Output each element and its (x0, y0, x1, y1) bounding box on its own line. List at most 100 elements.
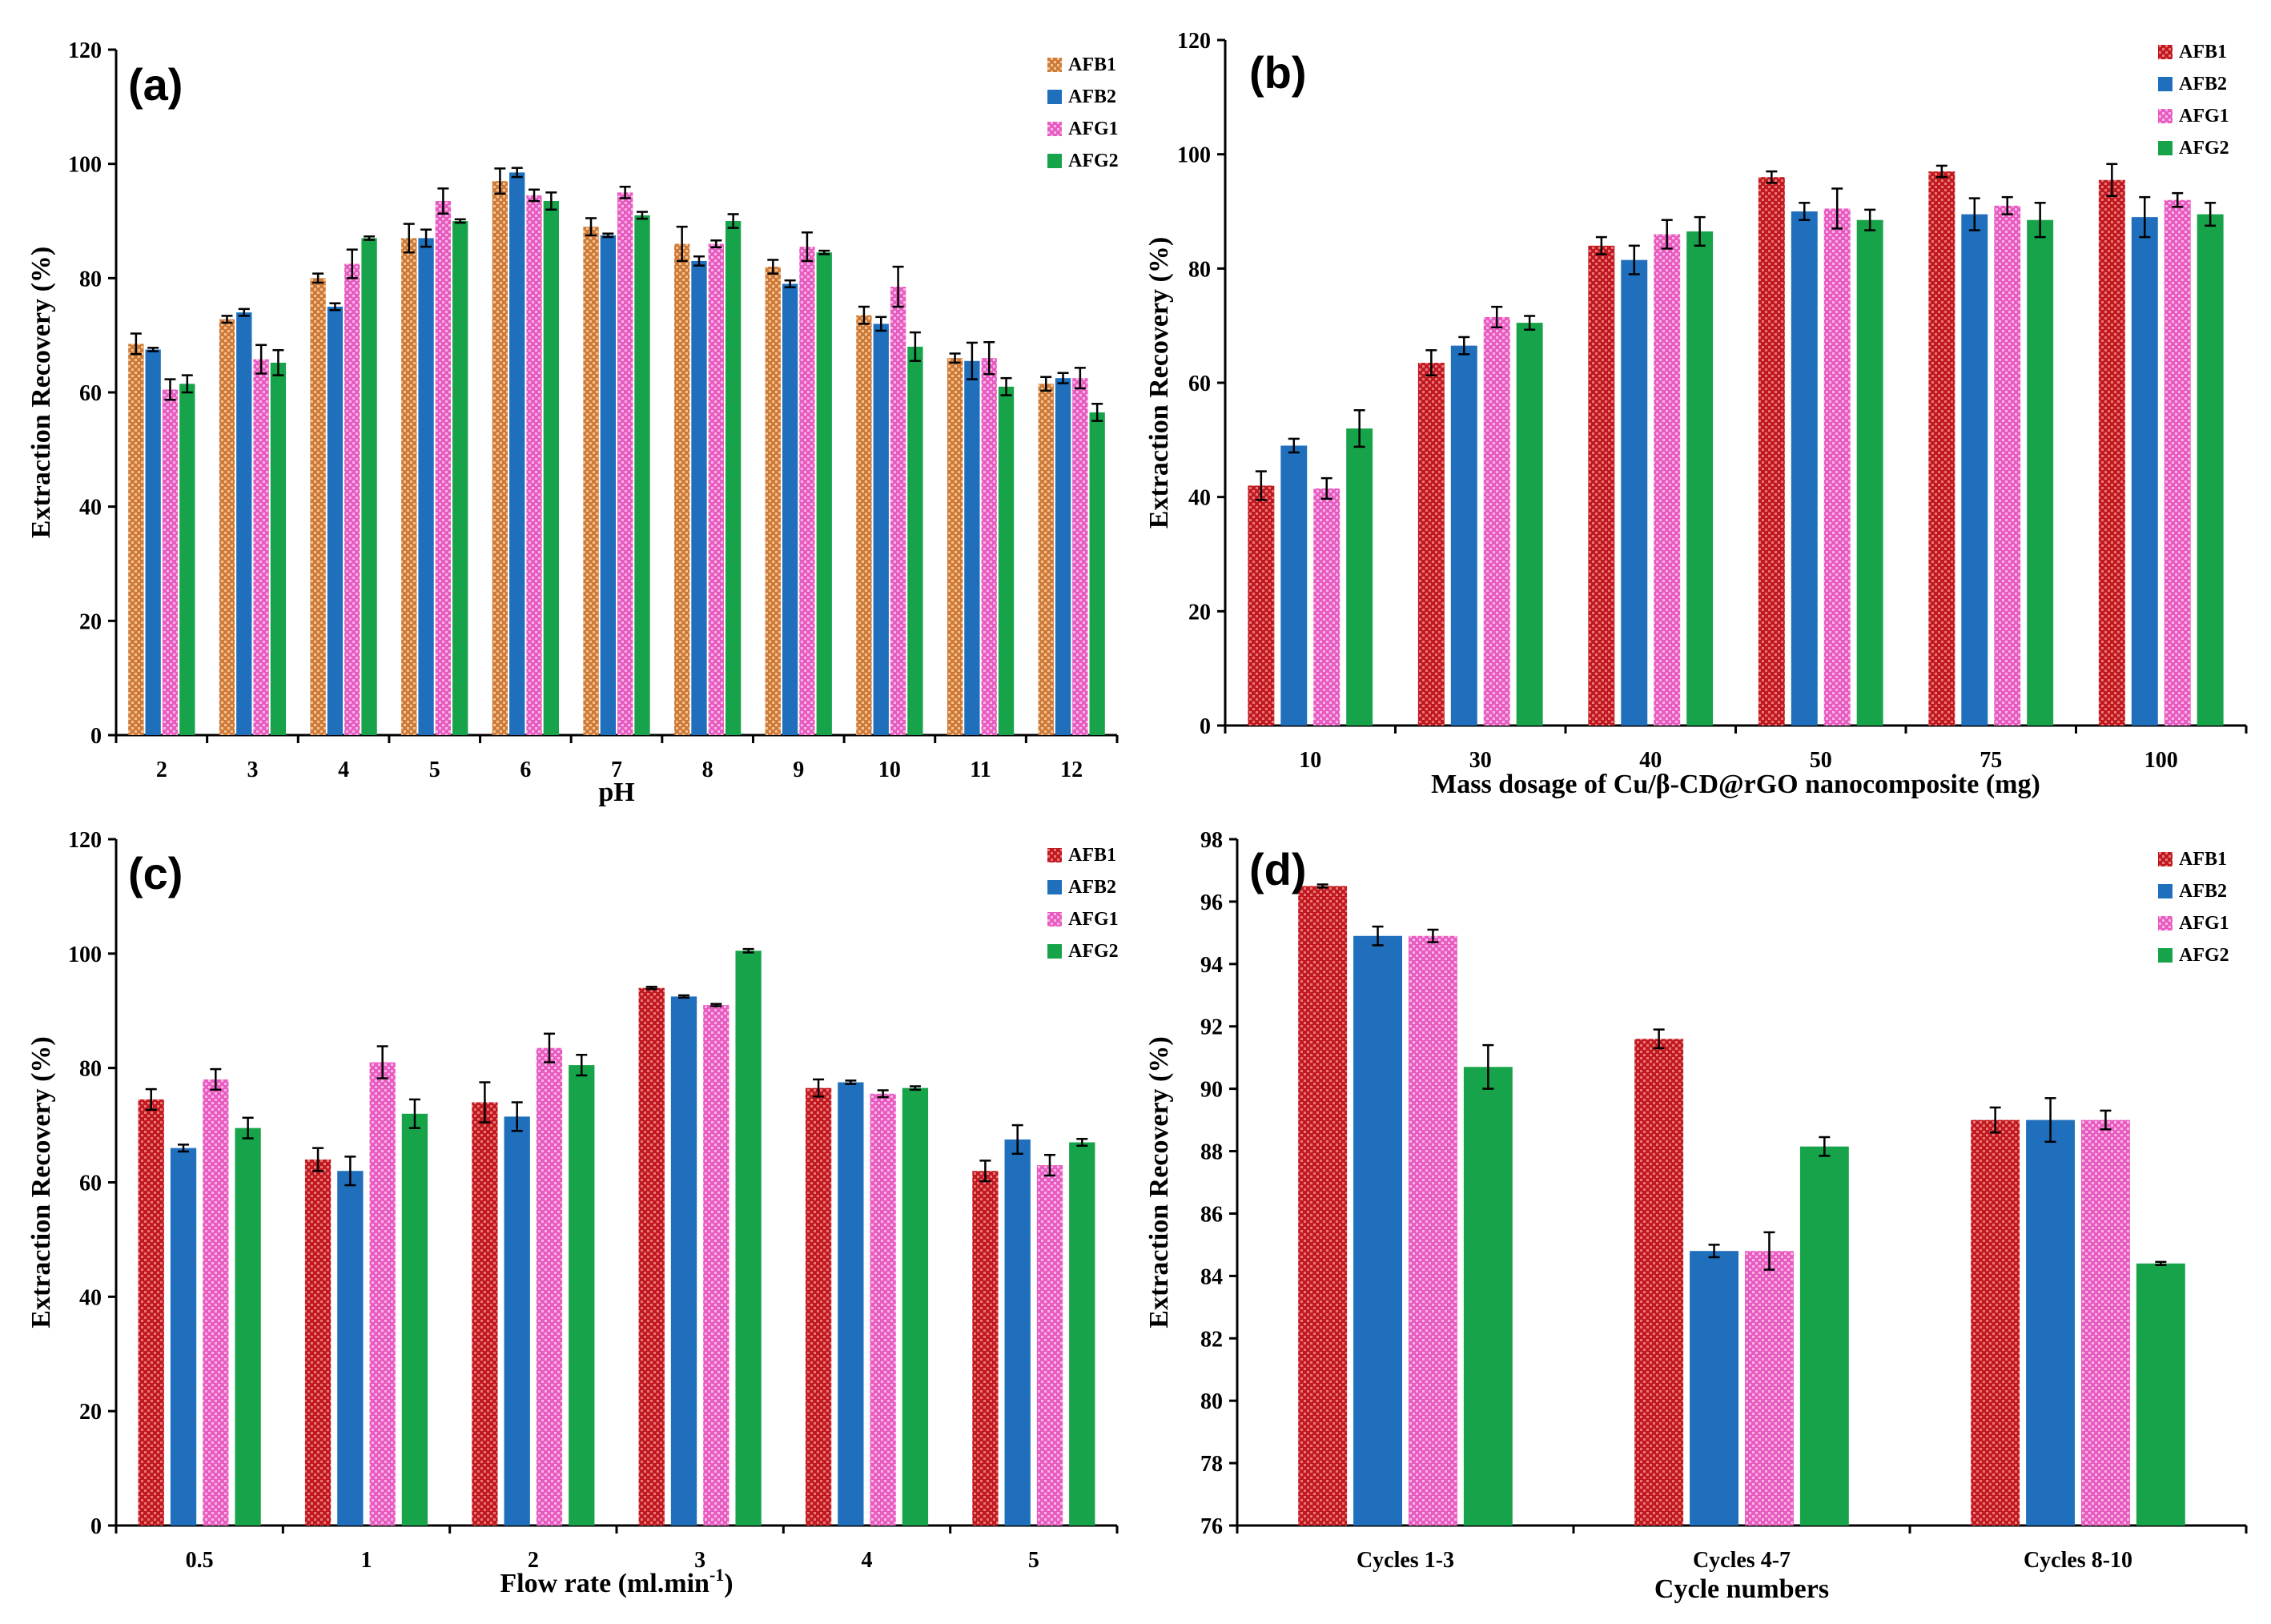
y-tick-label: 92 (1200, 1015, 1223, 1040)
bar-afb2 (1353, 935, 1402, 1526)
bar-afb1 (947, 358, 963, 735)
bar-afg1 (1994, 205, 2021, 726)
bar-afb1 (856, 315, 872, 735)
panel-label: (d) (1249, 844, 1307, 894)
bar-afg1 (870, 1093, 896, 1526)
bar-afb1 (310, 278, 326, 735)
bar-afb2 (691, 260, 707, 735)
bar-afg1 (981, 358, 997, 735)
bar-afb1 (128, 344, 144, 735)
bar-afg1 (253, 359, 269, 735)
x-axis-title: pH (598, 778, 634, 807)
x-axis-title-superscript: -1 (709, 1565, 724, 1585)
legend-entry-afb1: AFB1 (1068, 845, 1116, 866)
y-tick-label: 84 (1200, 1264, 1223, 1289)
bar-afg2 (725, 221, 742, 735)
bar-afg1 (799, 247, 815, 736)
legend-swatch-afb2 (1047, 880, 1062, 894)
x-tick-label: 4 (338, 758, 349, 782)
bar-afb1 (765, 267, 781, 736)
bar-afb1 (583, 227, 599, 736)
chart-panel-d: 76 78 80 82 84 86 88 90 92 94 96 98 Cycles 1-3 Cycles… (1144, 828, 2248, 1604)
bar-afg2 (735, 951, 762, 1526)
x-tick-label: 3 (247, 758, 258, 782)
y-tick-label: 120 (1177, 29, 1211, 54)
bar-afg1 (2164, 199, 2191, 726)
bar-afb1 (805, 1087, 832, 1526)
bar-afg1 (617, 192, 633, 736)
bar-afb2 (236, 312, 252, 736)
y-tick-label: 60 (79, 1172, 102, 1196)
y-tick-label: 76 (1200, 1514, 1223, 1539)
y-tick-label: 80 (79, 267, 102, 291)
y-tick-label: 20 (79, 609, 102, 634)
bar-afg2 (401, 1113, 428, 1526)
bar-afb2 (327, 307, 344, 735)
y-tick-label: 98 (1200, 828, 1223, 853)
legend-swatch-afg1 (2158, 109, 2173, 123)
bar-afg2 (1856, 219, 1883, 726)
legend-swatch-afg2 (2158, 948, 2173, 963)
bar-afg2 (907, 346, 923, 735)
x-axis-title-suffix: ) (724, 1569, 733, 1598)
legend-entry-afg2: AFG2 (1068, 941, 1119, 962)
legend-entry-afb2: AFB2 (2179, 881, 2227, 902)
bar-afb1 (138, 1099, 164, 1526)
bar-afb1 (401, 238, 417, 735)
x-tick-label: Cycles 1-3 (1357, 1548, 1454, 1573)
legend-entry-afg1: AFG1 (2179, 106, 2229, 127)
bar-afb2 (504, 1116, 530, 1526)
legend-swatch-afb2 (1047, 90, 1062, 104)
x-tick-label: 50 (1810, 748, 1832, 773)
x-tick-label: 7 (611, 758, 622, 782)
bar-afg1 (435, 201, 452, 736)
bar-afb2 (170, 1148, 197, 1526)
y-tick-label: 40 (79, 496, 102, 521)
y-tick-label: 100 (68, 153, 102, 178)
legend-entry-afg2: AFG2 (2179, 945, 2229, 966)
y-tick-label: 20 (1188, 600, 1211, 625)
y-tick-label: 0 (90, 724, 102, 749)
bar-afg1 (536, 1047, 563, 1526)
x-tick-label: 1 (361, 1548, 372, 1573)
y-tick-label: 100 (1177, 143, 1211, 168)
legend-swatch-afg1 (1047, 122, 1062, 136)
bar-afg2 (1463, 1067, 1513, 1526)
x-tick-label: 40 (1639, 748, 1662, 773)
y-tick-label: 60 (1188, 372, 1211, 396)
bar-afg1 (2081, 1120, 2130, 1526)
bar-afb1 (638, 987, 665, 1526)
legend-entry-afg1: AFG1 (1068, 119, 1119, 139)
bar-afb2 (964, 360, 980, 735)
bar-afg2 (634, 215, 650, 735)
bar-afb1 (972, 1171, 999, 1526)
y-axis-title: Extraction Recovery (%) (1144, 237, 1174, 529)
legend-entry-afb2: AFB2 (2179, 74, 2227, 94)
bar-afb1 (1588, 245, 1615, 726)
panel-label: (c) (128, 848, 183, 898)
x-axis-title: Mass dosage of Cu/β-CD@rGO nanocomposite… (1431, 770, 2040, 799)
bar-afb1 (1758, 177, 1785, 726)
legend-entry-afb2: AFB2 (1068, 877, 1116, 898)
bar-afb2 (2026, 1120, 2075, 1526)
bar-afg2 (902, 1087, 929, 1526)
bar-afg2 (998, 386, 1015, 735)
x-tick-label: 100 (2144, 748, 2178, 773)
bar-afg2 (2027, 219, 2054, 726)
bar-afg1 (1745, 1251, 1794, 1526)
x-tick-label: 75 (1980, 748, 2002, 773)
legend-swatch-afg1 (1047, 912, 1062, 927)
panel-label: (a) (128, 59, 183, 110)
y-tick-label: 0 (90, 1514, 102, 1539)
x-axis-title: Cycle numbers (1654, 1574, 1829, 1604)
bar-afb2 (1621, 259, 1648, 726)
bar-afg2 (1089, 412, 1105, 735)
y-tick-label: 96 (1200, 890, 1223, 915)
bar-afb1 (1971, 1120, 2020, 1526)
bar-afb2 (670, 996, 697, 1526)
x-tick-label: 11 (970, 758, 991, 782)
y-tick-label: 120 (68, 38, 102, 63)
x-tick-label: 12 (1060, 758, 1083, 782)
bar-afg2 (361, 238, 377, 735)
